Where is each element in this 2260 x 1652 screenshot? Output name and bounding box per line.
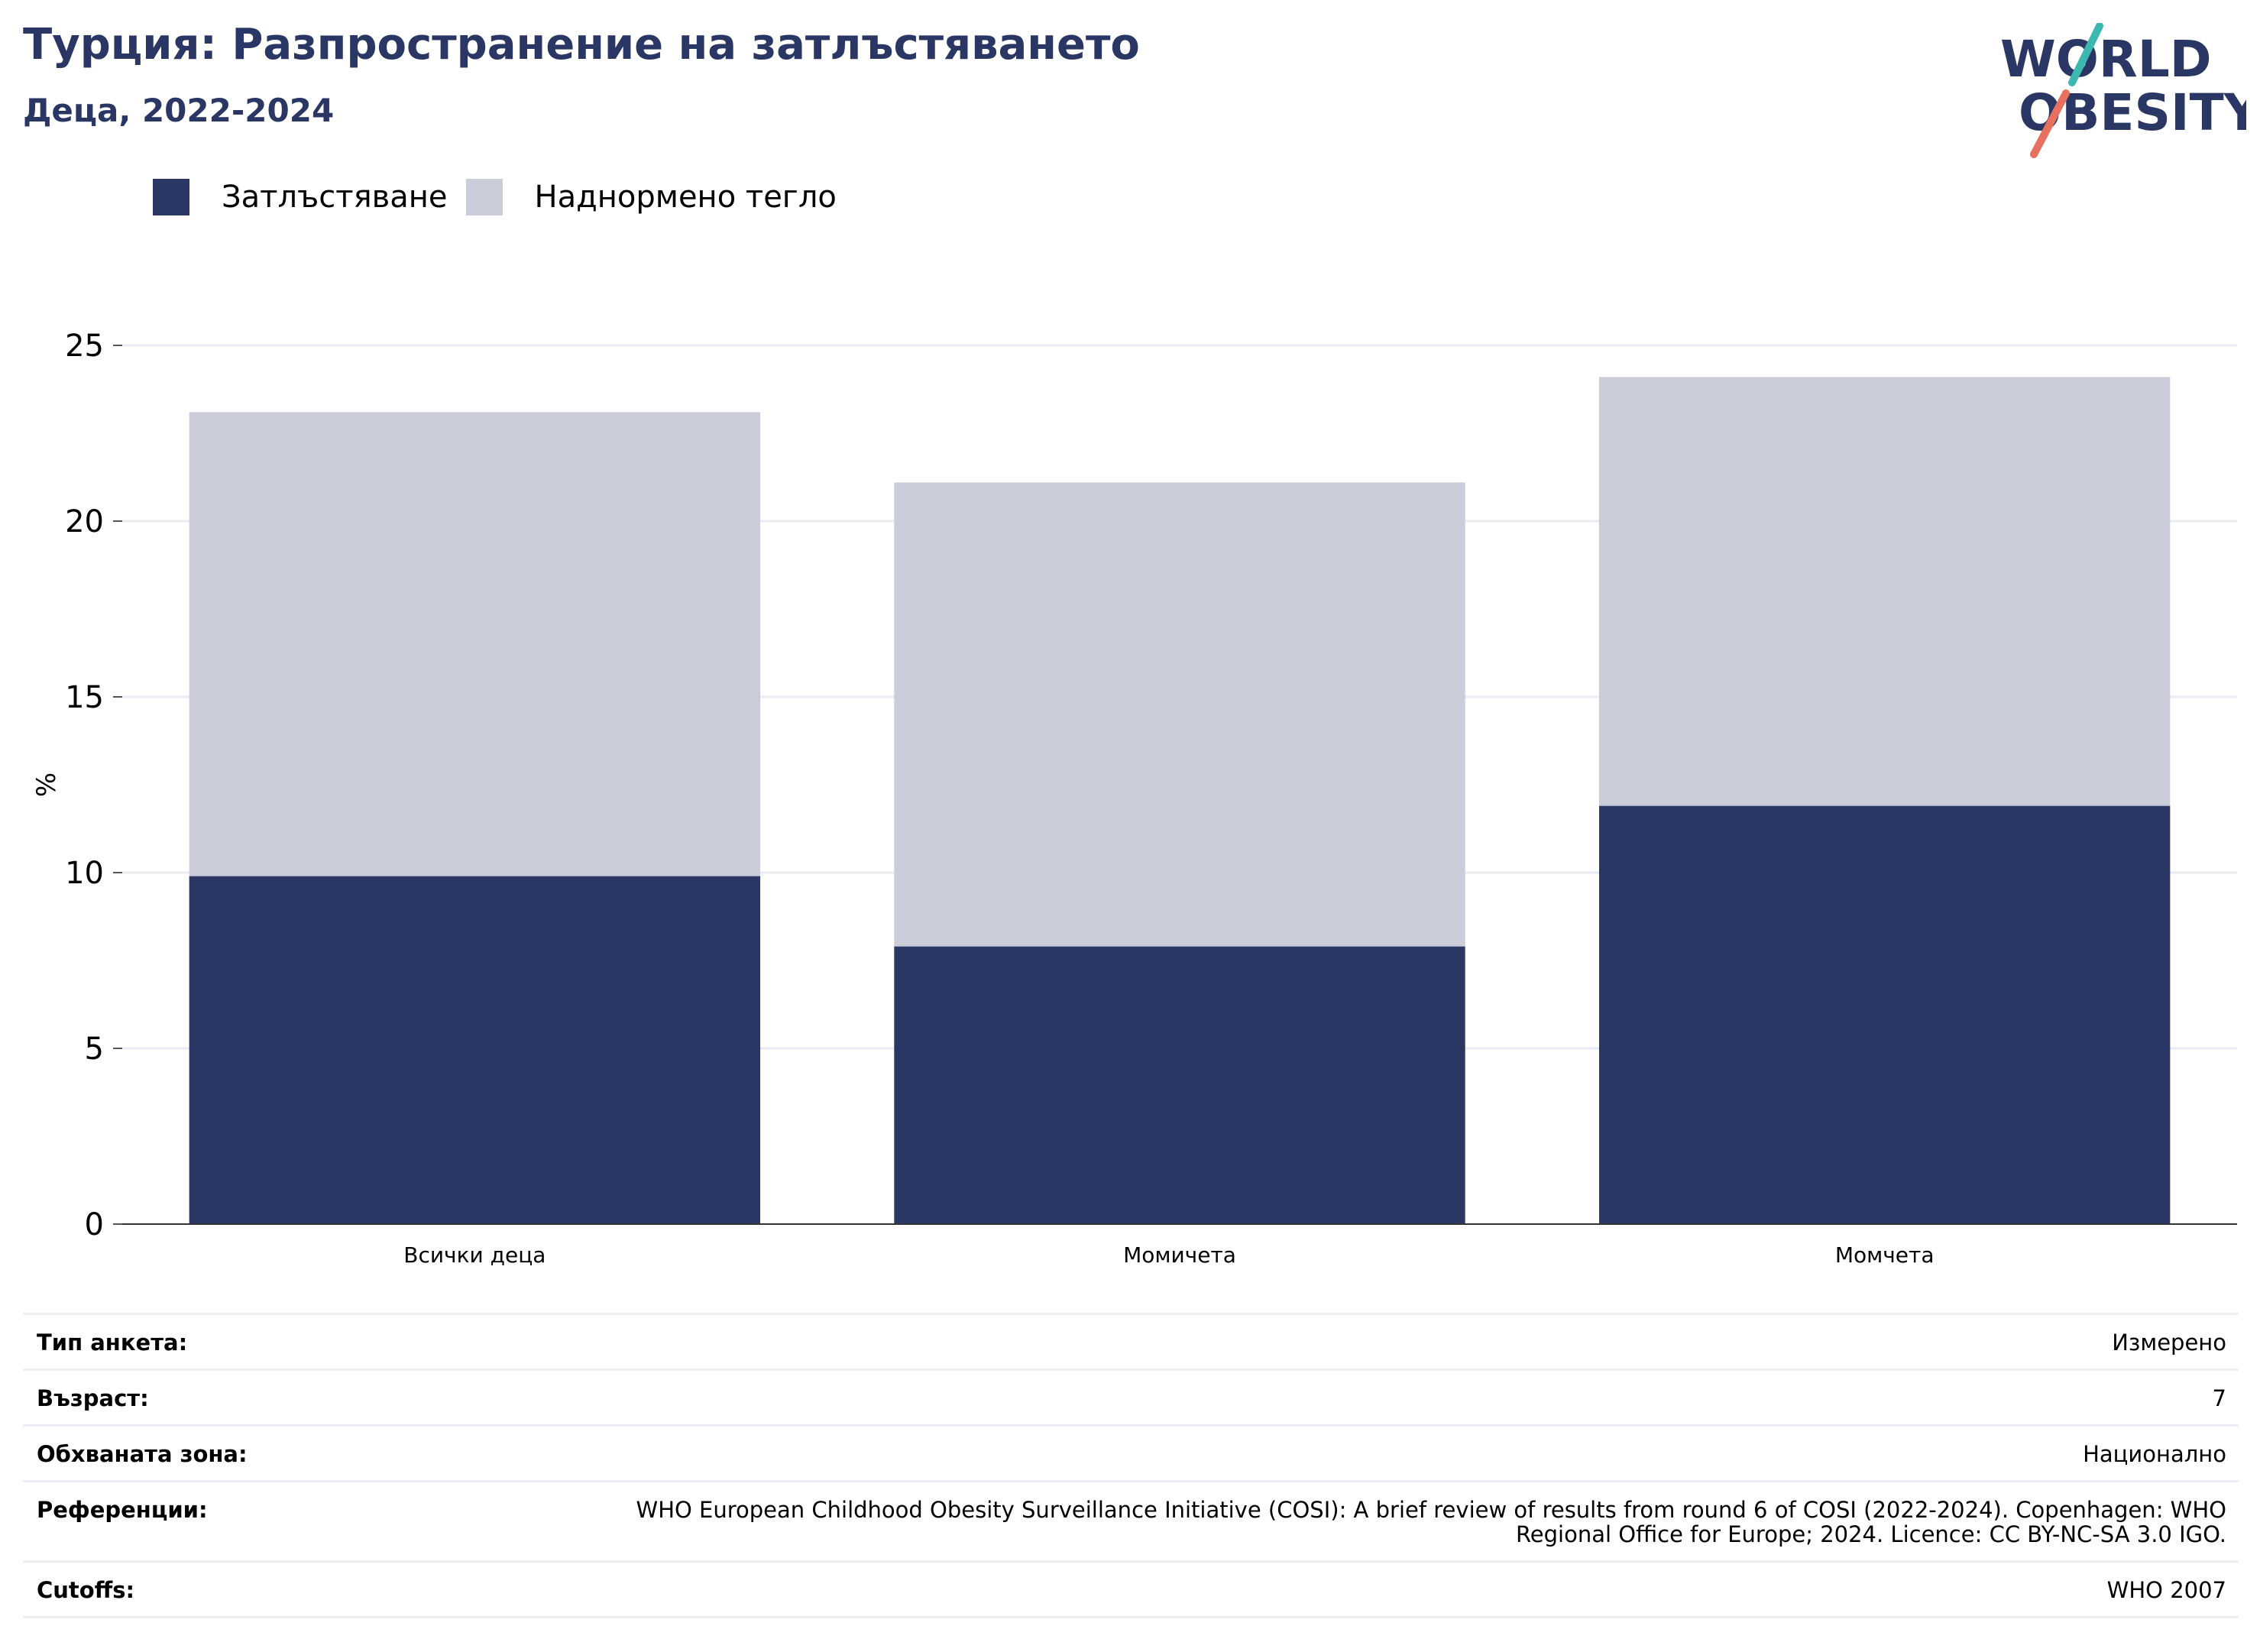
legend-item-obesity[interactable]: Затлъстяване (153, 179, 448, 215)
info-label: Обхваната зона: (37, 1441, 248, 1467)
legend-swatch-obesity (153, 179, 189, 215)
world-obesity-logo: WORLD OBESITY (2000, 23, 2246, 158)
info-value: Измерено (2112, 1330, 2226, 1356)
x-tick-label: Момичета (1123, 1242, 1236, 1268)
bar-obesity-2 (894, 946, 1465, 1224)
x-tick-label: Момчета (1835, 1242, 1935, 1268)
info-row-references: Референции: WHO European Childhood Obesi… (23, 1482, 2239, 1563)
bar-overweight-2 (894, 482, 1465, 947)
y-axis-label: % (31, 773, 62, 797)
chart-subtitle: Деца, 2022-2024 (23, 92, 335, 129)
info-row-age: Възраст: 7 (23, 1371, 2239, 1427)
legend-label-overweight: Наднормено тегло (534, 180, 837, 215)
x-tick-label: Всички деца (403, 1242, 546, 1268)
info-table: Тип анкета: Измерено Възраст: 7 Обхванат… (23, 1313, 2239, 1618)
chart-legend: Затлъстяване Наднормено тегло (153, 174, 855, 220)
info-value: 7 (2212, 1385, 2226, 1411)
logo-slash-teal (2068, 23, 2103, 86)
bar-obesity-1 (189, 876, 761, 1224)
legend-label-obesity: Затлъстяване (222, 180, 448, 215)
y-tick-label: 15 (65, 680, 104, 715)
info-label: Референции: (37, 1497, 208, 1523)
y-tick-label: 5 (85, 1032, 104, 1067)
legend-swatch-overweight (465, 179, 503, 215)
y-tick-label: 25 (65, 329, 104, 364)
y-tick-label: 10 (65, 856, 104, 891)
stacked-bar-chart: 0 5 10 15 20 25% Всички деца Момичета Момчета (31, 329, 2237, 1268)
info-label: Тип анкета: (37, 1330, 188, 1356)
info-label: Cutoffs: (37, 1577, 135, 1603)
logo-slash-coral (2030, 89, 2070, 158)
info-value: Национално (2083, 1441, 2226, 1467)
logo-word-world: WORLD (2000, 30, 2212, 89)
chart-title: Турция: Разпространение на затлъстяванет… (23, 20, 1140, 70)
info-row-cutoffs: Cutoffs: WHO 2007 (23, 1563, 2239, 1618)
info-label: Възраст: (37, 1385, 149, 1411)
info-value: WHO 2007 (2106, 1577, 2226, 1603)
info-row-coverage: Обхваната зона: Национално (23, 1427, 2239, 1482)
bar-overweight-1 (189, 412, 761, 876)
y-tick-label: 0 (85, 1207, 104, 1242)
y-tick-label: 20 (65, 504, 104, 539)
info-row-survey-type: Тип анкета: Измерено (23, 1315, 2239, 1371)
bar-obesity-3 (1598, 805, 2171, 1224)
info-value[interactable]: WHO European Childhood Obesity Surveilla… (636, 1497, 2226, 1547)
bar-overweight-3 (1598, 377, 2171, 806)
legend-item-overweight[interactable]: Наднормено тегло (465, 179, 837, 215)
